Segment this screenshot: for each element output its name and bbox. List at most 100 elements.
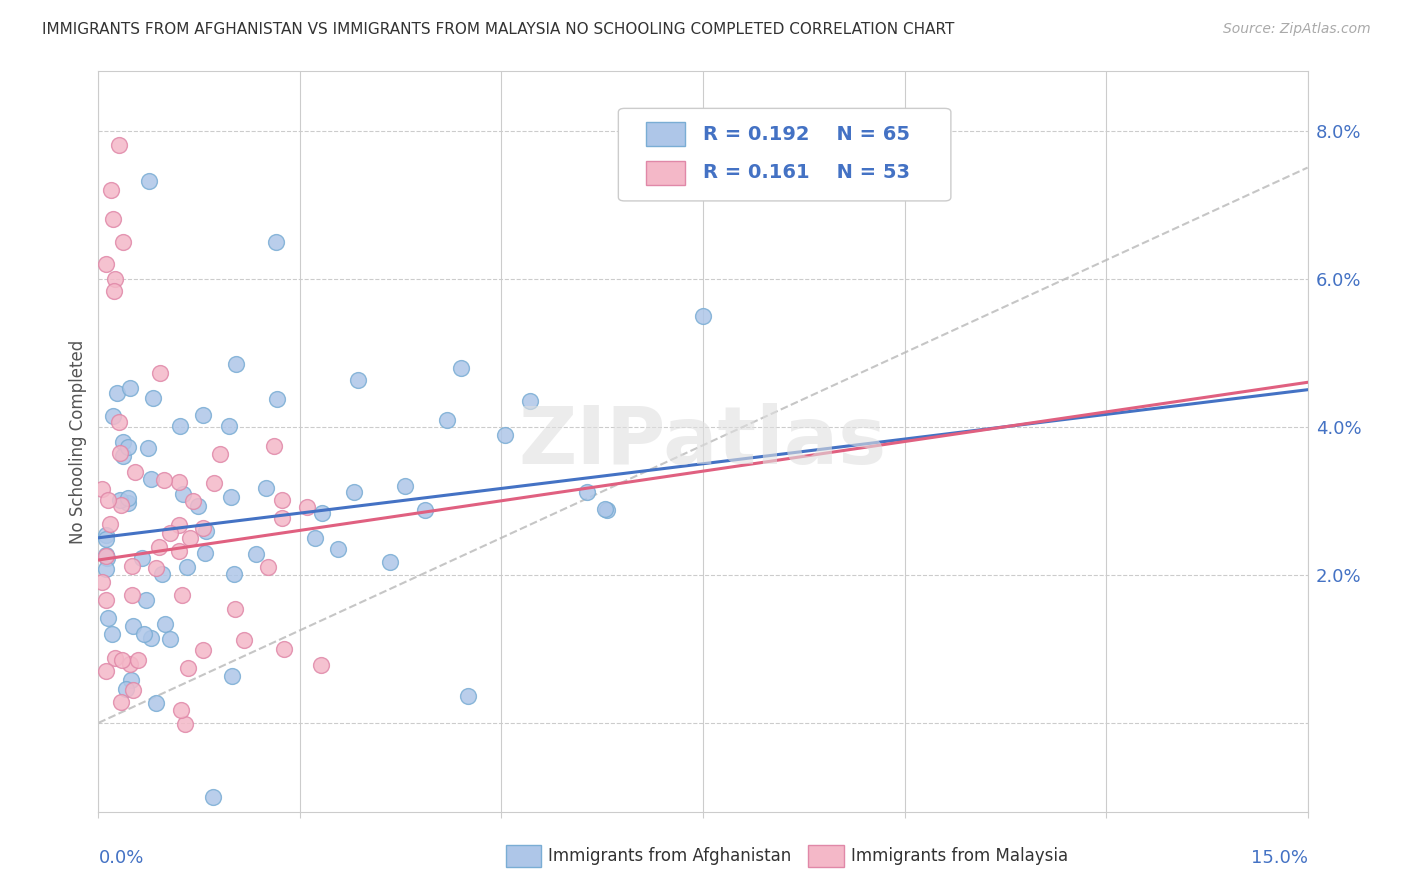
Point	[118, 657, 141, 672]
Point	[169, 475, 191, 490]
FancyBboxPatch shape	[647, 161, 685, 185]
Point	[96, 551, 118, 566]
Point	[450, 360, 472, 375]
Point	[122, 619, 145, 633]
Point	[100, 183, 122, 197]
Point	[96, 562, 118, 576]
Point	[122, 683, 145, 698]
Point	[270, 492, 292, 507]
Point	[145, 561, 167, 575]
Point	[167, 517, 190, 532]
Point	[138, 174, 160, 188]
Point	[97, 611, 120, 625]
Point	[145, 697, 167, 711]
Point	[153, 617, 176, 632]
Point	[169, 418, 191, 433]
Point	[97, 492, 120, 507]
Point	[96, 548, 118, 562]
Point	[159, 525, 181, 540]
FancyBboxPatch shape	[647, 122, 685, 146]
Point	[94, 592, 117, 607]
Point	[112, 434, 135, 449]
Point	[225, 357, 247, 371]
Point	[221, 669, 243, 683]
Point	[177, 660, 200, 674]
Point	[91, 482, 114, 496]
Point	[596, 503, 619, 517]
Point	[394, 479, 416, 493]
Point	[139, 631, 162, 645]
Point	[117, 496, 139, 510]
Point	[96, 527, 118, 541]
Point	[152, 566, 174, 581]
Text: Source: ZipAtlas.com: Source: ZipAtlas.com	[1223, 22, 1371, 37]
Point	[270, 511, 292, 525]
Point	[264, 235, 287, 249]
Point	[111, 653, 134, 667]
Text: 0.0%: 0.0%	[98, 849, 143, 867]
Point	[328, 541, 350, 556]
Point	[224, 567, 246, 582]
Point	[273, 642, 295, 657]
Point	[304, 531, 326, 545]
Point	[152, 473, 174, 487]
Point	[111, 235, 134, 249]
Text: R = 0.192    N = 65: R = 0.192 N = 65	[703, 125, 910, 144]
Point	[254, 481, 277, 495]
Y-axis label: No Schooling Completed: No Schooling Completed	[69, 340, 87, 543]
Point	[131, 551, 153, 566]
Point	[380, 555, 402, 569]
Text: Immigrants from Afghanistan: Immigrants from Afghanistan	[548, 847, 792, 865]
Point	[193, 643, 215, 657]
Point	[112, 449, 135, 463]
Point	[176, 560, 198, 574]
Point	[202, 789, 225, 804]
Point	[245, 547, 267, 561]
Point	[170, 703, 193, 717]
Point	[135, 592, 157, 607]
Point	[187, 499, 209, 513]
Point	[110, 695, 132, 709]
Point	[103, 285, 125, 299]
Point	[343, 484, 366, 499]
Text: Immigrants from Malaysia: Immigrants from Malaysia	[851, 847, 1067, 865]
Point	[91, 575, 114, 590]
Point	[159, 632, 181, 646]
Point	[96, 257, 118, 271]
Point	[101, 626, 124, 640]
Point	[519, 394, 541, 409]
Point	[181, 494, 204, 508]
Point	[194, 546, 217, 560]
Point	[209, 447, 232, 461]
Point	[172, 486, 194, 500]
Point	[110, 446, 132, 460]
FancyBboxPatch shape	[619, 109, 950, 201]
Point	[148, 540, 170, 554]
Text: IMMIGRANTS FROM AFGHANISTAN VS IMMIGRANTS FROM MALAYSIA NO SCHOOLING COMPLETED C: IMMIGRANTS FROM AFGHANISTAN VS IMMIGRANT…	[42, 22, 955, 37]
Point	[101, 212, 124, 227]
Point	[120, 381, 142, 395]
Point	[232, 632, 254, 647]
Point	[263, 439, 285, 453]
Point	[193, 409, 215, 423]
Point	[103, 409, 125, 423]
Point	[121, 588, 143, 602]
Point	[124, 465, 146, 479]
Point	[96, 532, 118, 546]
Point	[134, 627, 156, 641]
Point	[138, 442, 160, 456]
Point	[593, 502, 616, 516]
Point	[149, 366, 172, 380]
Point	[413, 503, 436, 517]
Point	[346, 373, 368, 387]
Point	[266, 392, 288, 407]
Point	[457, 690, 479, 704]
Point	[110, 498, 132, 512]
Text: ZIPatlas: ZIPatlas	[519, 402, 887, 481]
Point	[120, 673, 142, 688]
Point	[174, 716, 197, 731]
Text: R = 0.161    N = 53: R = 0.161 N = 53	[703, 163, 910, 182]
Point	[96, 549, 118, 563]
Point	[108, 415, 131, 429]
Point	[179, 531, 201, 545]
